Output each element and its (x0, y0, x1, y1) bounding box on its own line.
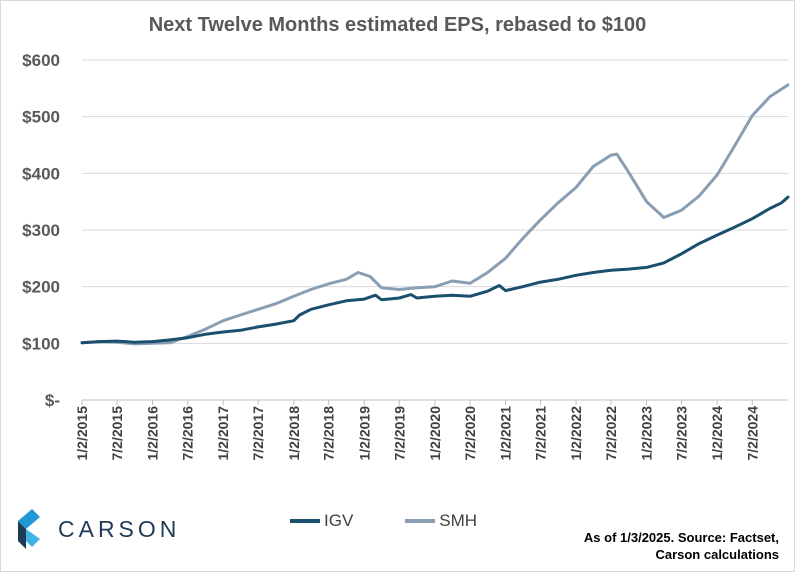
legend-swatch-igv (290, 519, 320, 523)
legend-label-igv: IGV (324, 511, 354, 530)
x-tick-label: 7/2/2018 (321, 406, 337, 461)
x-tick-label: 7/2/2017 (250, 406, 266, 461)
x-tick-label: 7/2/2019 (391, 406, 407, 461)
source-note: As of 1/3/2025. Source: Factset, Carson … (584, 529, 779, 563)
y-tick-label: $500 (22, 108, 60, 127)
x-tick-label: 7/2/2015 (109, 406, 125, 461)
x-tick-label: 7/2/2024 (744, 406, 760, 461)
series-line-igv (80, 195, 790, 345)
y-tick-label: $400 (22, 164, 60, 183)
chart-legend: IGV SMH (290, 511, 477, 531)
legend-swatch-smh (405, 519, 436, 523)
x-tick-label: 1/2/2024 (709, 406, 725, 461)
x-tick-label: 7/2/2022 (603, 406, 619, 461)
x-tick-label: 1/2/2023 (639, 406, 655, 461)
source-note-line-1: As of 1/3/2025. Source: Factset, (583, 530, 779, 545)
y-tick-label: $100 (22, 334, 60, 353)
chart-title: Next Twelve Months estimated EPS, rebase… (148, 14, 647, 36)
series-line-smh (80, 83, 790, 346)
x-tick-label: 1/2/2021 (498, 406, 514, 461)
x-tick-label: 1/2/2020 (427, 406, 443, 461)
x-tick-label: 1/2/2015 (74, 406, 90, 461)
x-tick-label: 7/2/2023 (674, 406, 690, 461)
x-tick-label: 7/2/2020 (462, 406, 478, 461)
x-tick-label: 1/2/2017 (215, 406, 231, 461)
logo-wordmark: CARSON (58, 515, 181, 542)
y-tick-label: $200 (22, 278, 60, 297)
legend-label-smh: SMH (439, 511, 478, 530)
x-tick-label: 1/2/2022 (568, 406, 584, 461)
legend-item-smh: SMH (405, 511, 477, 531)
x-tick-label: 7/2/2021 (532, 406, 548, 461)
x-tick-label: 1/2/2016 (145, 406, 161, 461)
x-tick-label: 7/2/2016 (180, 406, 196, 461)
source-note-line-2: Carson calculations (655, 547, 779, 562)
x-tick-label: 1/2/2019 (356, 406, 372, 461)
carson-logo: CARSON (18, 509, 180, 549)
y-tick-label: $- (45, 391, 60, 410)
legend-item-igv: IGV (290, 511, 353, 531)
carson-chevron-logo-icon (18, 509, 40, 549)
y-tick-label: $600 (22, 51, 60, 70)
x-tick-label: 1/2/2018 (286, 406, 302, 461)
y-tick-label: $300 (22, 221, 60, 240)
